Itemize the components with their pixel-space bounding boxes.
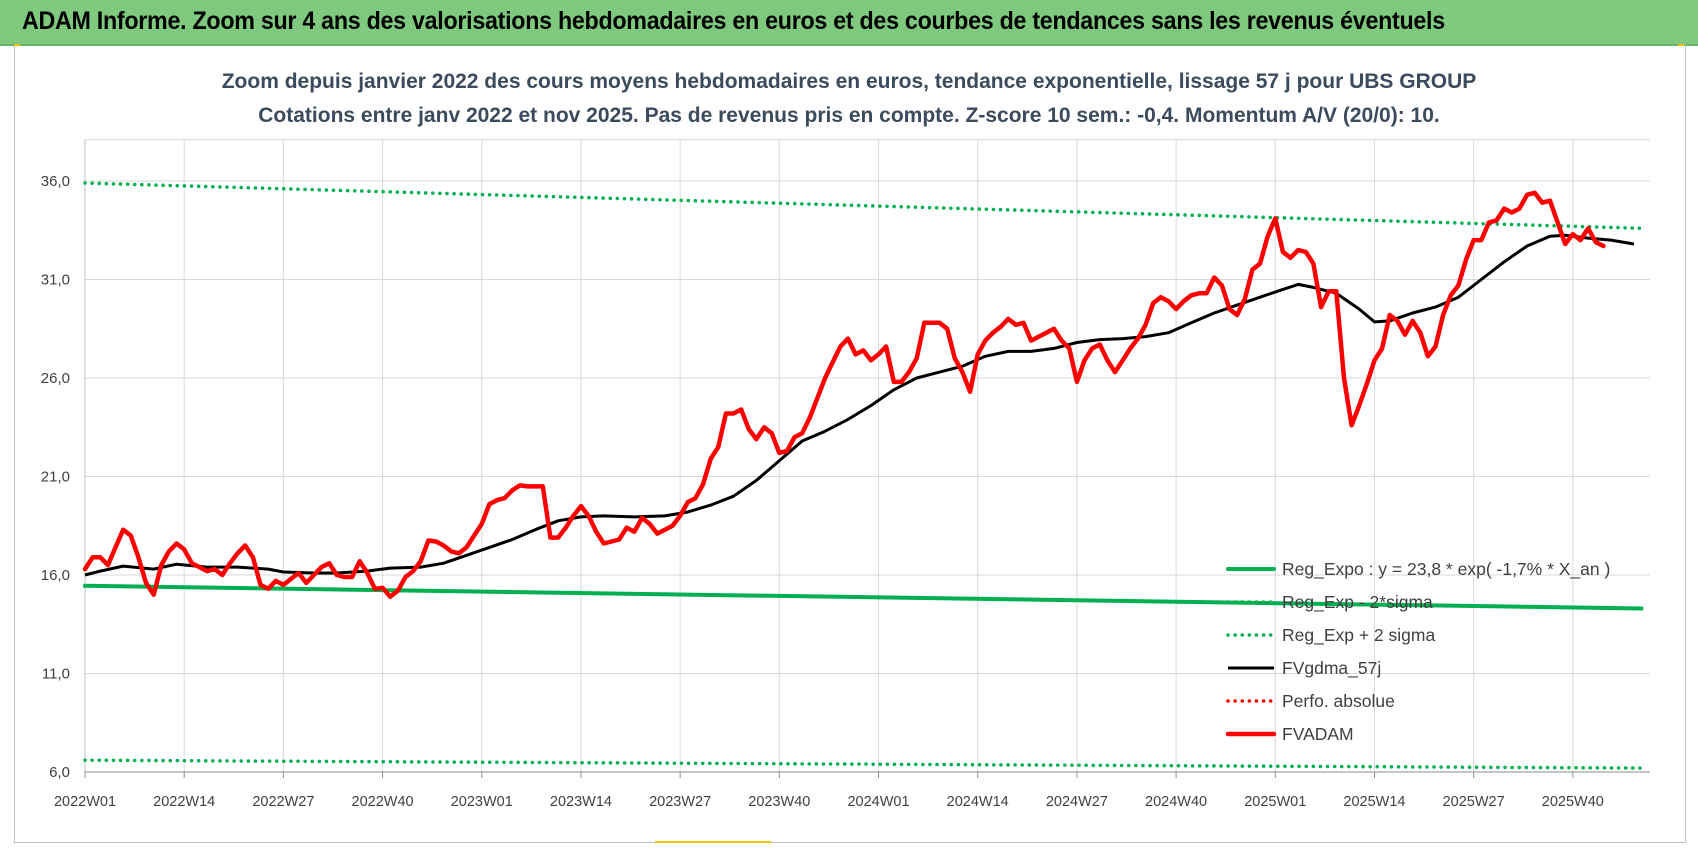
y-tick-label: 36,0 [41, 173, 70, 190]
fvadam-line [82, 190, 1606, 599]
x-tick-label: 2024W40 [1145, 794, 1207, 810]
x-tick-label: 2023W01 [451, 794, 513, 810]
x-tick-label: 2025W01 [1244, 794, 1306, 810]
legend-label: Reg_Exp + 2 sigma [1282, 625, 1435, 646]
y-axis-labels: 6,0 11,0 16,0 21,0 26,0 31,0 36,0 [41, 173, 70, 781]
y-tick-label: 21,0 [41, 469, 70, 486]
fvgdma-57j-line [84, 233, 1635, 577]
grid [84, 139, 1650, 778]
corner-mark-left [14, 44, 20, 46]
y-tick-label: 26,0 [41, 370, 70, 387]
banner: ADAM Informe. Zoom sur 4 ans des valoris… [0, 0, 1698, 46]
y-tick-label: 31,0 [41, 272, 70, 289]
x-tick-label: 2023W14 [550, 794, 612, 810]
x-tick-label: 2023W40 [748, 794, 810, 810]
x-tick-label: 2023W27 [649, 794, 711, 810]
legend: Reg_Expo : y = 23,8 * exp( -1,7% * X_an … [1225, 559, 1610, 744]
chart-frame [14, 44, 1686, 843]
scroll-indicator [655, 841, 771, 843]
x-tick-label: 2022W14 [153, 794, 215, 810]
legend-label: Perfo. absolue [1282, 691, 1395, 711]
corner-mark-right [1678, 44, 1684, 46]
legend-label: Reg_Exp - 2*sigma [1282, 592, 1433, 613]
chart-title: Zoom depuis janvier 2022 des cours moyen… [221, 70, 1477, 93]
x-tick-label: 2024W27 [1046, 794, 1108, 810]
reg-minus-2sigma-line [83, 758, 1644, 770]
legend-label: FVADAM [1282, 724, 1354, 744]
x-tick-label: 2022W27 [252, 794, 314, 810]
x-tick-label: 2022W01 [54, 794, 116, 810]
x-tick-label: 2025W14 [1343, 794, 1405, 810]
series-lines [82, 181, 1644, 770]
x-tick-label: 2022W40 [352, 794, 414, 810]
y-tick-label: 6,0 [49, 764, 70, 781]
y-tick-label: 11,0 [42, 666, 70, 683]
y-tick-label: 16,0 [41, 567, 70, 584]
legend-label: Reg_Expo : y = 23,8 * exp( -1,7% * X_an … [1282, 559, 1610, 580]
x-tick-label: 2024W14 [947, 794, 1009, 810]
x-tick-label: 2025W27 [1443, 794, 1505, 810]
reg-plus-2sigma-line [83, 181, 1644, 231]
x-tick-label: 2024W01 [847, 794, 909, 810]
x-axis-labels: 2022W01 2022W14 2022W27 2022W40 2023W01 2023W… [54, 794, 1604, 810]
chart-subtitle: Cotations entre janv 2022 et nov 2025. P… [258, 104, 1440, 127]
x-tick-label: 2025W40 [1542, 794, 1604, 810]
banner-title: ADAM Informe. Zoom sur 4 ans des valoris… [22, 7, 1445, 35]
legend-label: FVgdma_57j [1282, 658, 1381, 679]
reg-expo-line [83, 583, 1644, 611]
